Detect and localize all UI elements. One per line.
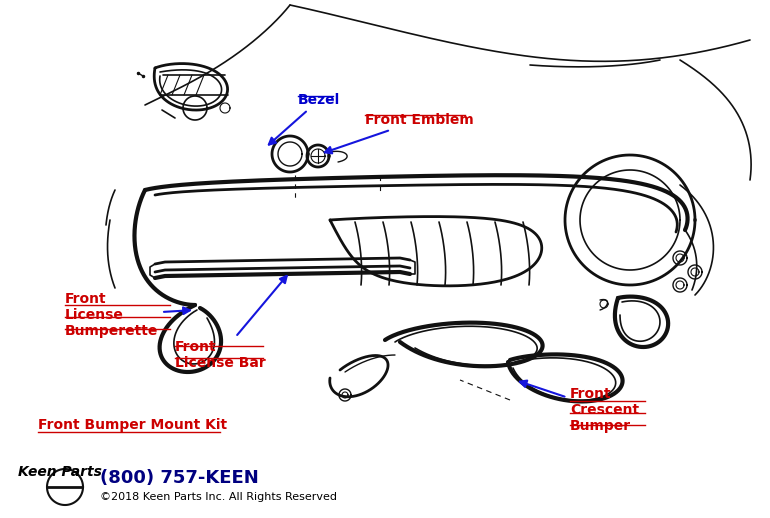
Text: (800) 757-KEEN: (800) 757-KEEN: [100, 469, 259, 487]
Text: Front
License Bar: Front License Bar: [175, 276, 286, 370]
Text: Front Bumper Mount Kit: Front Bumper Mount Kit: [38, 418, 227, 432]
Text: Keen Parts: Keen Parts: [18, 465, 102, 479]
Text: Front Emblem: Front Emblem: [325, 113, 474, 153]
Text: Front
Crescent
Bumper: Front Crescent Bumper: [520, 381, 639, 433]
Text: Bezel: Bezel: [269, 93, 340, 145]
Text: Front
License
Bumperette: Front License Bumperette: [65, 292, 190, 338]
Text: ©2018 Keen Parts Inc. All Rights Reserved: ©2018 Keen Parts Inc. All Rights Reserve…: [100, 492, 337, 502]
